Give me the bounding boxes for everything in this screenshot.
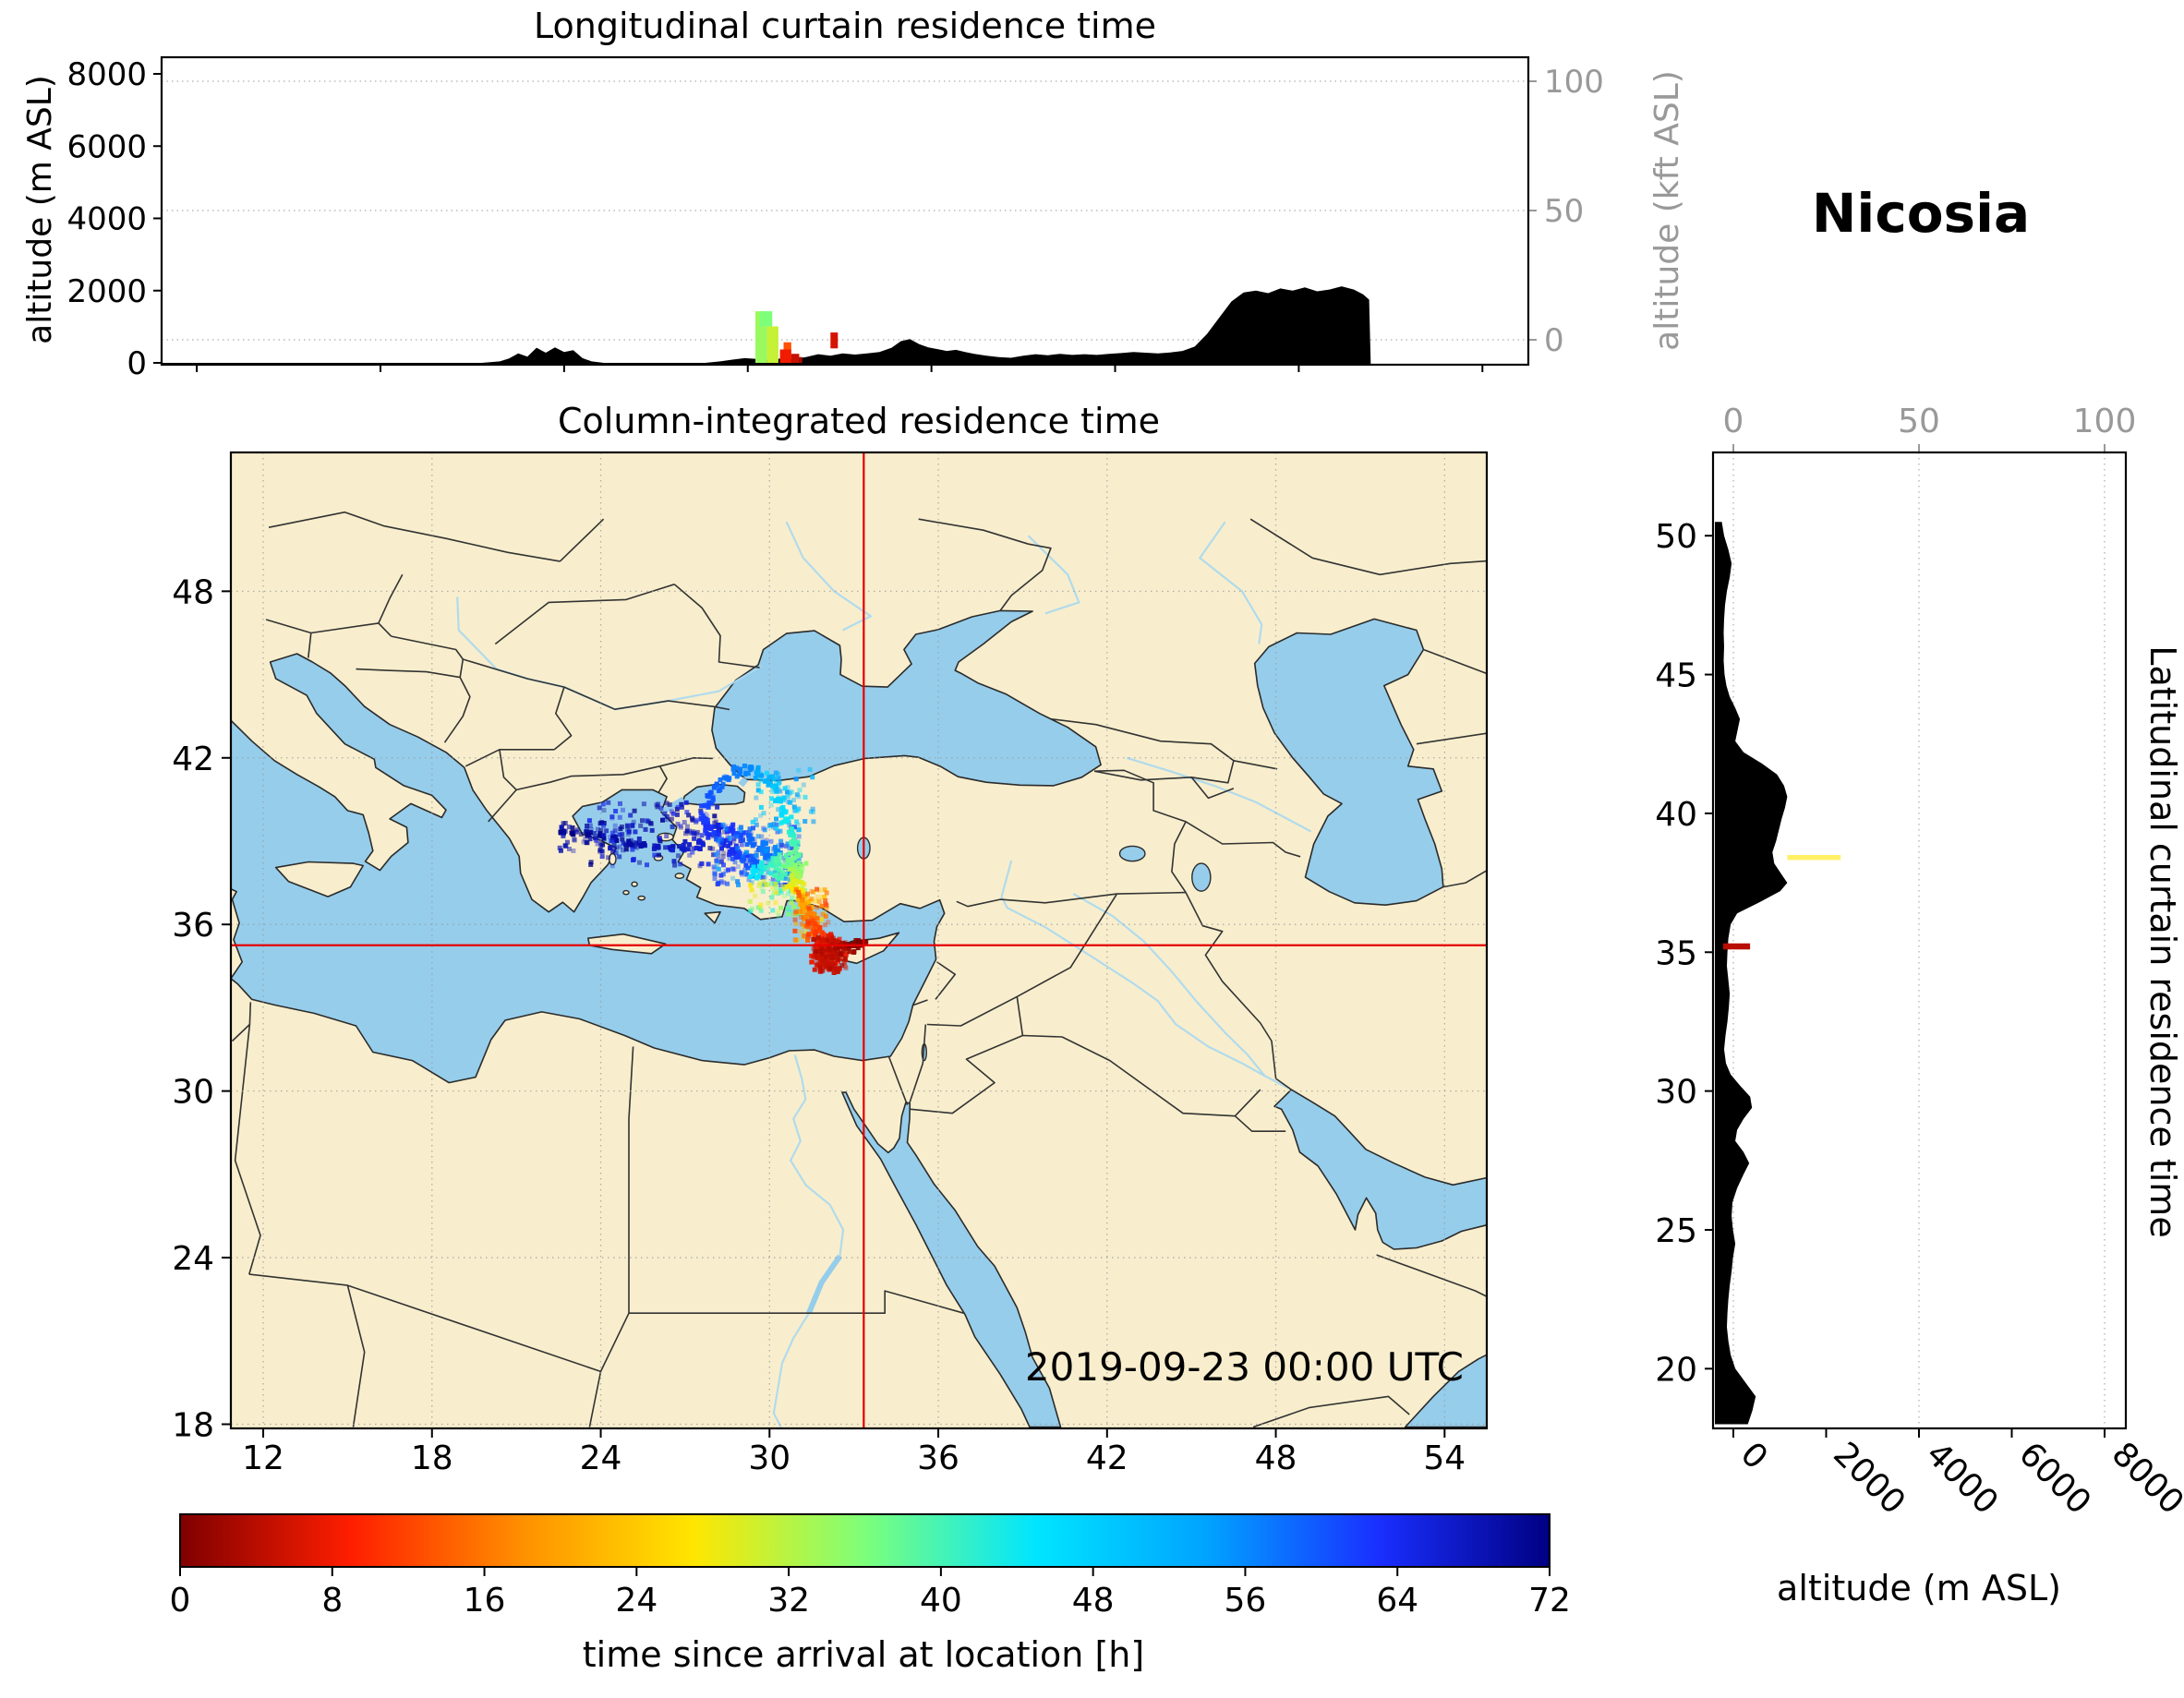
- colorbar-label: time since arrival at location [h]: [582, 1634, 1145, 1675]
- svg-text:4000: 4000: [66, 201, 147, 238]
- svg-text:50: 50: [1544, 193, 1584, 230]
- svg-text:50: 50: [1898, 403, 1940, 440]
- svg-text:25: 25: [1655, 1212, 1697, 1250]
- svg-text:42: 42: [1086, 1439, 1128, 1477]
- svg-text:24: 24: [615, 1582, 658, 1620]
- latitudinal-panel-title: Latitudinal curtain residence time: [2142, 645, 2183, 1238]
- longitudinal-ylabel-right: altitude (kft ASL): [1648, 70, 1686, 351]
- svg-text:30: 30: [1655, 1074, 1697, 1112]
- svg-text:16: 16: [464, 1582, 506, 1620]
- longitudinal-terrain-profile: [162, 286, 1371, 365]
- svg-text:8: 8: [321, 1582, 343, 1620]
- map-plume: [557, 764, 869, 975]
- residence-cell: [790, 354, 800, 363]
- map-gridlines: [231, 452, 1487, 1428]
- svg-text:2000: 2000: [66, 273, 147, 310]
- residence-cell: [830, 332, 839, 349]
- residence-cell: [760, 311, 773, 327]
- svg-text:32: 32: [767, 1582, 810, 1620]
- svg-text:20: 20: [1655, 1351, 1697, 1389]
- svg-text:64: 64: [1376, 1582, 1418, 1620]
- latitudinal-xlabel: altitude (m ASL): [1777, 1568, 2061, 1608]
- svg-text:48: 48: [172, 573, 214, 611]
- svg-text:18: 18: [172, 1406, 214, 1444]
- residence-cell: [779, 349, 791, 363]
- map-content: [231, 452, 1487, 1428]
- svg-text:2000: 2000: [1826, 1435, 1913, 1522]
- map-timestamp: 2019-09-23 00:00 UTC: [1024, 1344, 1464, 1390]
- longitudinal-panel: 0 2000 4000 6000 8000 0 50 100: [66, 55, 1604, 382]
- svg-text:48: 48: [1255, 1439, 1297, 1477]
- svg-text:6000: 6000: [2011, 1435, 2098, 1522]
- svg-text:42: 42: [172, 741, 214, 778]
- svg-text:18: 18: [411, 1439, 453, 1477]
- svg-text:50: 50: [1655, 518, 1697, 556]
- residence-cell: [799, 356, 802, 363]
- svg-text:54: 54: [1423, 1439, 1466, 1477]
- longitudinal-ylabel: altitude (m ASL): [21, 75, 59, 344]
- latitudinal-terrain-profile: [1715, 522, 1788, 1425]
- station-title: Nicosia: [1811, 182, 2031, 245]
- longitudinal-panel-title: Longitudinal curtain residence time: [534, 6, 1156, 46]
- svg-text:30: 30: [748, 1439, 790, 1477]
- residence-cell: [766, 326, 778, 363]
- svg-text:24: 24: [580, 1439, 622, 1477]
- map-panel-title: Column-integrated residence time: [558, 401, 1160, 441]
- svg-text:72: 72: [1528, 1582, 1571, 1620]
- residence-cell: [1723, 943, 1751, 950]
- svg-text:6000: 6000: [66, 128, 147, 165]
- svg-text:24: 24: [172, 1240, 214, 1278]
- svg-text:12: 12: [242, 1439, 284, 1477]
- svg-text:8000: 8000: [66, 56, 147, 93]
- residence-cell: [1787, 855, 1841, 861]
- svg-text:40: 40: [1655, 796, 1697, 834]
- svg-text:100: 100: [1544, 64, 1604, 101]
- svg-text:30: 30: [172, 1074, 214, 1112]
- svg-text:0: 0: [127, 345, 147, 382]
- svg-text:8000: 8000: [2105, 1435, 2184, 1522]
- svg-text:40: 40: [920, 1582, 962, 1620]
- svg-text:48: 48: [1072, 1582, 1115, 1620]
- svg-text:35: 35: [1655, 934, 1697, 972]
- svg-text:100: 100: [2073, 403, 2137, 440]
- svg-text:36: 36: [917, 1439, 959, 1477]
- svg-text:0: 0: [170, 1582, 191, 1620]
- svg-text:36: 36: [172, 907, 214, 945]
- map-panel: 12 18 24 30 36 42 48 54 18 24 30 36 42 48: [172, 451, 1489, 1477]
- colorbar: 0 8 16 24 32 40 48 56 64 72: [170, 1513, 1571, 1620]
- latitudinal-panel: 20 25 30 35 40 45 50 0 2000 4000 6000 8000 0 50 100: [1655, 403, 2184, 1522]
- svg-text:4000: 4000: [1919, 1435, 2006, 1522]
- svg-text:0: 0: [1544, 322, 1564, 359]
- svg-text:0: 0: [1733, 1435, 1775, 1476]
- colorbar-gradient: [179, 1513, 1551, 1568]
- svg-text:45: 45: [1655, 657, 1697, 695]
- svg-text:56: 56: [1225, 1582, 1267, 1620]
- residence-cell: [783, 342, 791, 350]
- svg-text:0: 0: [1723, 403, 1744, 440]
